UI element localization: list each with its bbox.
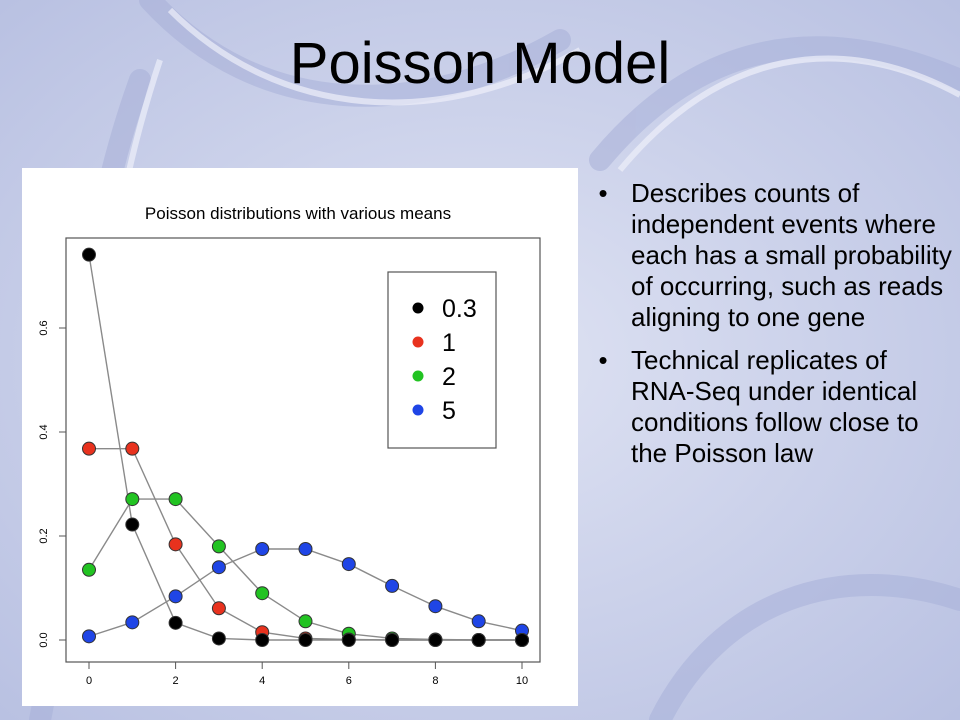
data-point <box>298 633 313 647</box>
legend-label: 0.3 <box>442 295 477 323</box>
x-tick-label: 10 <box>516 675 528 687</box>
data-point <box>385 578 400 593</box>
data-point <box>125 615 140 630</box>
data-point <box>82 562 96 577</box>
legend-marker <box>412 302 424 314</box>
data-point <box>471 614 486 629</box>
bullet-text: Describes counts of independent events w… <box>631 178 952 332</box>
bullet-list: • Describes counts of independent events… <box>593 178 955 481</box>
data-point <box>428 599 443 614</box>
data-point <box>298 542 313 556</box>
data-point <box>125 517 140 532</box>
poisson-chart: Poisson distributions with various means… <box>38 204 541 687</box>
chart-title: Poisson distributions with various means <box>145 204 451 223</box>
legend-label: 1 <box>442 329 456 357</box>
data-point <box>428 633 443 647</box>
data-point <box>168 492 183 507</box>
bullet-dot-icon: • <box>598 345 608 375</box>
data-point <box>211 560 226 575</box>
data-point <box>82 441 96 456</box>
legend-label: 5 <box>442 397 456 425</box>
legend-marker <box>412 370 424 382</box>
x-tick-label: 2 <box>173 675 179 687</box>
data-point <box>168 589 183 604</box>
y-tick-label: 0.2 <box>38 528 50 543</box>
y-tick-label: 0.6 <box>38 320 50 335</box>
bullet-item: • Technical replicates of RNA-Seq under … <box>593 345 955 469</box>
data-point <box>255 633 270 647</box>
bullet-dot-icon: • <box>598 178 608 208</box>
data-point <box>168 615 183 630</box>
bullet-text: Technical replicates of RNA-Seq under id… <box>631 345 919 468</box>
data-point <box>515 633 529 647</box>
data-point <box>255 542 270 556</box>
data-point <box>211 539 226 554</box>
data-point <box>341 557 356 572</box>
data-point <box>385 633 400 647</box>
legend-box <box>387 271 497 449</box>
data-point <box>125 441 140 456</box>
y-tick-label: 0.0 <box>38 632 50 647</box>
chart-panel: Poisson distributions with various means… <box>22 168 578 706</box>
data-point <box>82 247 96 262</box>
bullet-item: • Describes counts of independent events… <box>593 178 955 333</box>
data-point <box>82 629 96 644</box>
data-point <box>255 586 270 601</box>
plot-frame <box>65 237 541 663</box>
slide-title: Poisson Model <box>289 31 671 96</box>
y-tick-label: 0.4 <box>38 424 50 439</box>
x-tick-label: 8 <box>432 675 438 687</box>
data-point <box>298 614 313 629</box>
legend-marker <box>412 404 424 416</box>
data-point <box>471 633 486 647</box>
data-point <box>211 631 226 646</box>
data-point <box>211 601 226 616</box>
x-tick-label: 6 <box>346 675 352 687</box>
data-point <box>341 633 356 647</box>
x-tick-label: 4 <box>259 675 265 687</box>
data-point <box>125 492 140 507</box>
x-tick-label: 0 <box>86 675 92 687</box>
data-point <box>168 537 183 552</box>
legend-marker <box>412 336 424 348</box>
legend-label: 2 <box>442 363 456 391</box>
